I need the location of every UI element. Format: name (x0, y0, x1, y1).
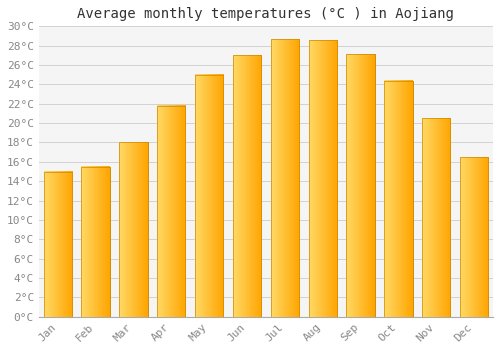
Bar (82, 167, 110, 317)
Bar (119, 142, 148, 317)
Bar (82, 167, 110, 317)
Bar (346, 54, 375, 317)
Bar (195, 75, 224, 317)
Bar (422, 118, 450, 317)
Bar (195, 75, 224, 317)
Bar (308, 40, 337, 317)
Bar (422, 118, 450, 317)
Bar (308, 40, 337, 317)
Bar (384, 80, 412, 317)
Bar (157, 106, 186, 317)
Bar (157, 106, 186, 317)
Bar (460, 157, 488, 317)
Bar (346, 54, 375, 317)
Bar (384, 80, 412, 317)
Bar (233, 55, 261, 317)
Bar (44, 172, 72, 317)
Bar (460, 157, 488, 317)
Title: Average monthly temperatures (°C ) in Aojiang: Average monthly temperatures (°C ) in Ao… (78, 7, 454, 21)
Bar (44, 172, 72, 317)
Bar (270, 39, 299, 317)
Bar (270, 39, 299, 317)
Bar (119, 142, 148, 317)
Bar (233, 55, 261, 317)
